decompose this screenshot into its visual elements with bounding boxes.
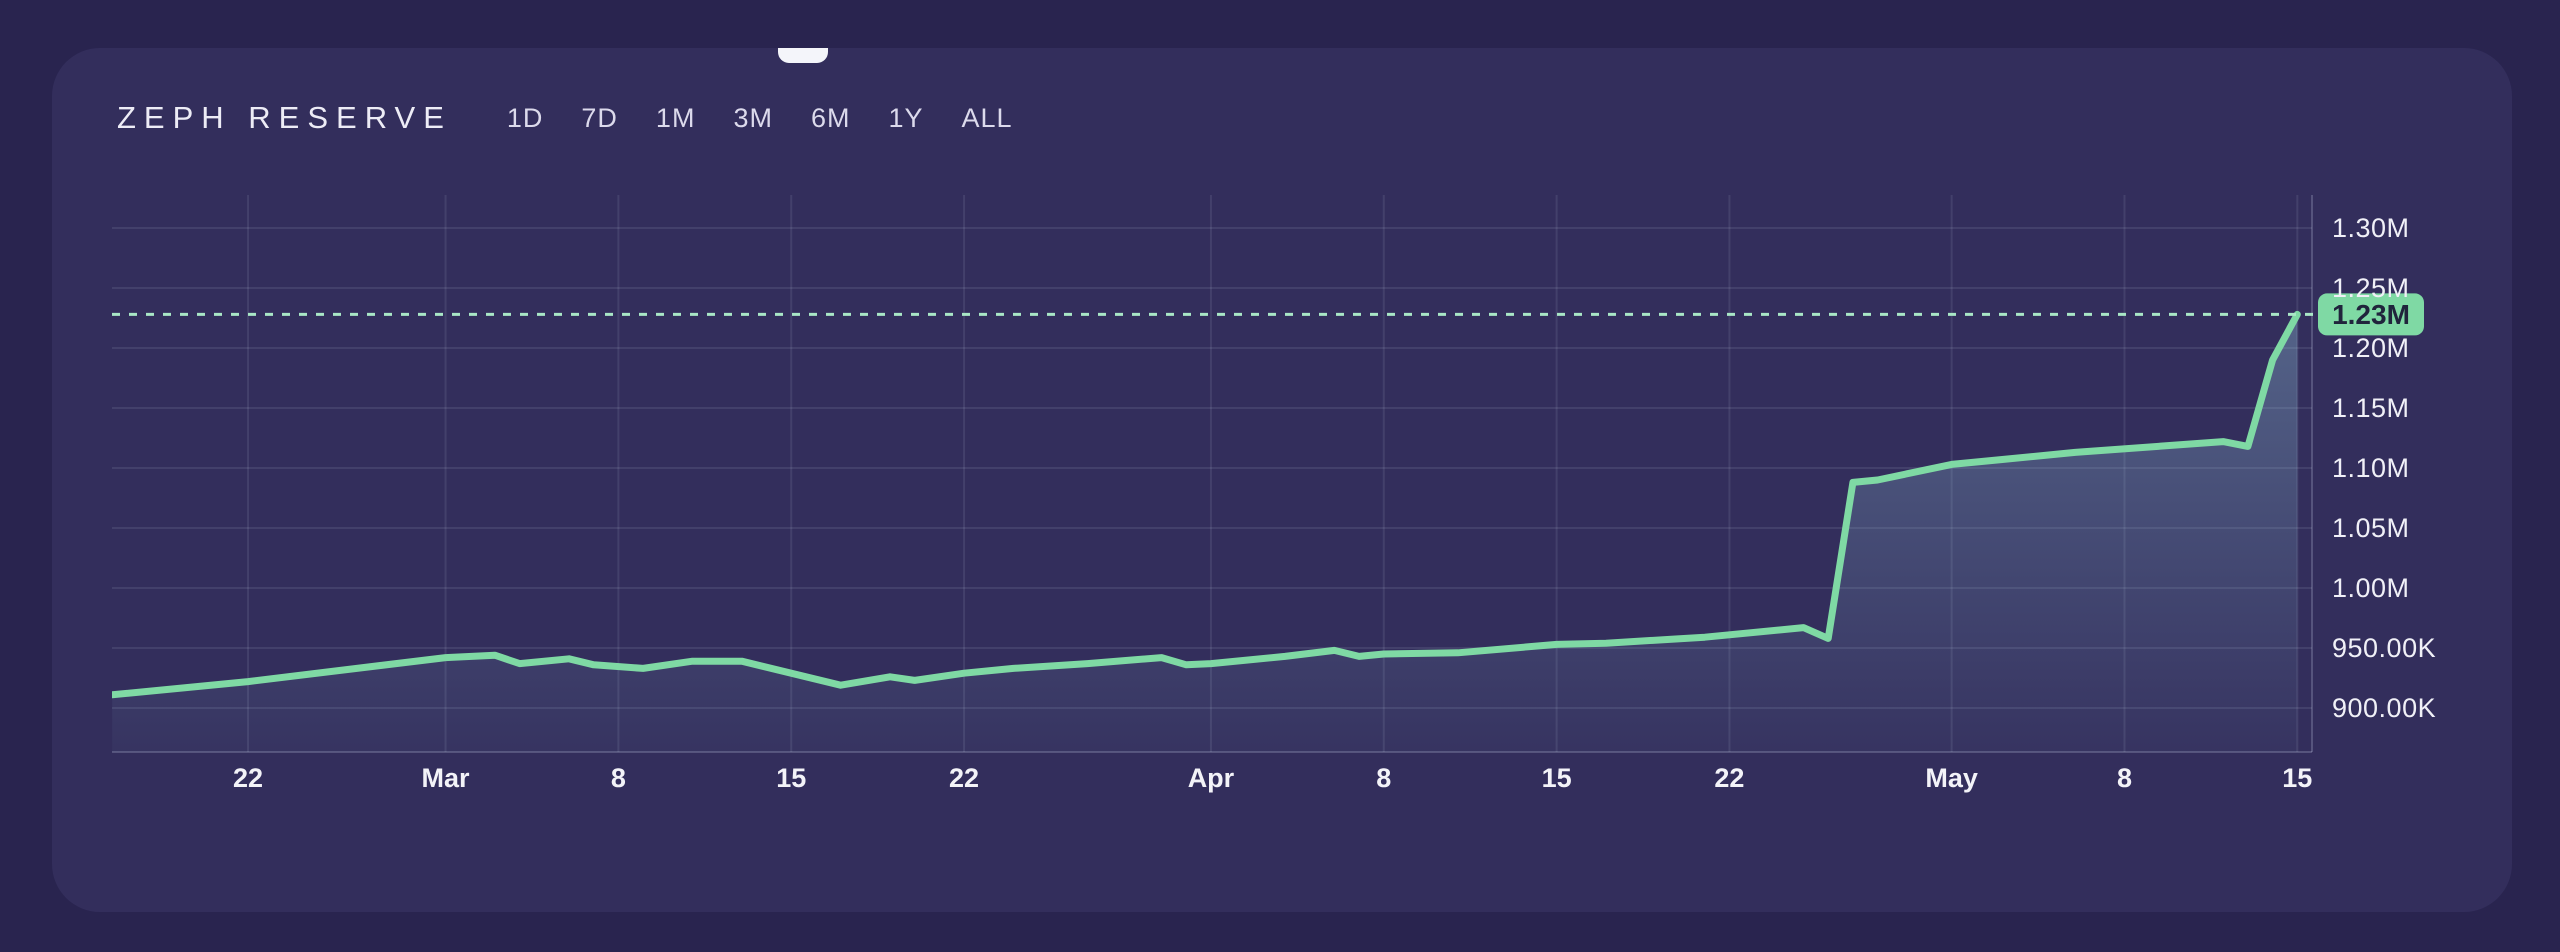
range-button-7d[interactable]: 7D — [581, 102, 618, 133]
time-range-selector: 1D 7D 1M 3M 6M 1Y ALL — [507, 103, 1013, 134]
x-axis-tick-label: 22 — [1714, 763, 1744, 793]
current-value-badge — [2318, 293, 2424, 336]
x-axis-tick-label: 22 — [949, 763, 979, 793]
x-axis-tick-label: Mar — [422, 763, 471, 793]
gridlines — [112, 195, 2312, 752]
range-button-1d[interactable]: 1D — [506, 102, 544, 133]
range-button-1y[interactable]: 1Y — [888, 102, 924, 133]
x-axis-tick-label: 15 — [776, 763, 806, 793]
reserve-area-chart[interactable]: 1.23M 1.30M 1.25M 1.20M 1.15M 1.10M 1.05M 1.00… — [112, 195, 2512, 855]
x-axis-tick-label: 15 — [1542, 763, 1572, 793]
card-header: ZEPH RESERVE 1D 7D 1M 3M 6M 1Y ALL — [117, 100, 1013, 136]
y-axis-tick-label: 1.00M — [2332, 573, 2410, 603]
x-axis-tick-label: 22 — [233, 763, 263, 793]
x-axis-tick-label: May — [1925, 763, 1978, 793]
area-fill-path — [112, 314, 2298, 752]
x-axis-tick-label: 8 — [2117, 763, 2132, 793]
range-button-1m[interactable]: 1M — [655, 102, 696, 133]
x-axis-tick-label: 8 — [611, 763, 626, 793]
x-axis-tick-label: 8 — [1376, 763, 1391, 793]
page-title: ZEPH RESERVE — [117, 100, 452, 135]
y-axis-tick-label: 1.15M — [2332, 393, 2410, 423]
y-axis-tick-label: 950.00K — [2332, 633, 2436, 663]
reserve-chart-card: ZEPH RESERVE 1D 7D 1M 3M 6M 1Y ALL 1.23M 1.30M… — [52, 48, 2512, 912]
x-axis-tick-label: Apr — [1188, 763, 1235, 793]
x-axis-tick-label: 15 — [2282, 763, 2312, 793]
series-line — [112, 310, 2301, 699]
area-fill — [112, 314, 2298, 752]
range-button-all[interactable]: ALL — [961, 102, 1013, 133]
current-value-marker: 1.23M — [112, 293, 2424, 336]
reserve-line-path — [112, 310, 2301, 699]
range-button-3m[interactable]: 3M — [733, 102, 773, 133]
y-axis-tick-label: 1.05M — [2332, 513, 2410, 543]
y-axis-tick-label: 1.30M — [2332, 213, 2410, 243]
range-button-6m[interactable]: 6M — [810, 102, 851, 133]
y-axis-tick-label: 1.10M — [2332, 453, 2410, 483]
y-axis-tick-label: 1.25M — [2332, 273, 2410, 303]
current-value-badge-label: 1.23M — [2332, 299, 2410, 330]
axis-labels: 1.30M 1.25M 1.20M 1.15M 1.10M 1.05M 1.00M 950.0… — [233, 213, 2436, 793]
y-axis-tick-label: 1.20M — [2332, 333, 2410, 363]
top-tab-notch — [778, 48, 828, 63]
y-axis-tick-label: 900.00K — [2332, 693, 2436, 723]
